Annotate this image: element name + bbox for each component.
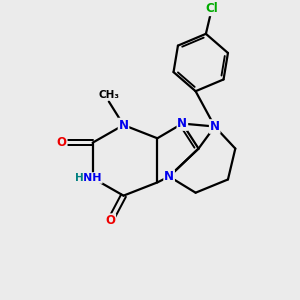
Text: O: O [57,136,67,149]
Text: N: N [177,117,188,130]
Text: O: O [105,214,115,227]
Text: H: H [75,173,84,183]
Text: Cl: Cl [206,2,218,15]
Text: N: N [210,120,220,133]
Text: N: N [118,118,128,131]
Text: CH₃: CH₃ [98,90,119,100]
Text: NH: NH [83,173,102,183]
Text: N: N [164,170,174,183]
